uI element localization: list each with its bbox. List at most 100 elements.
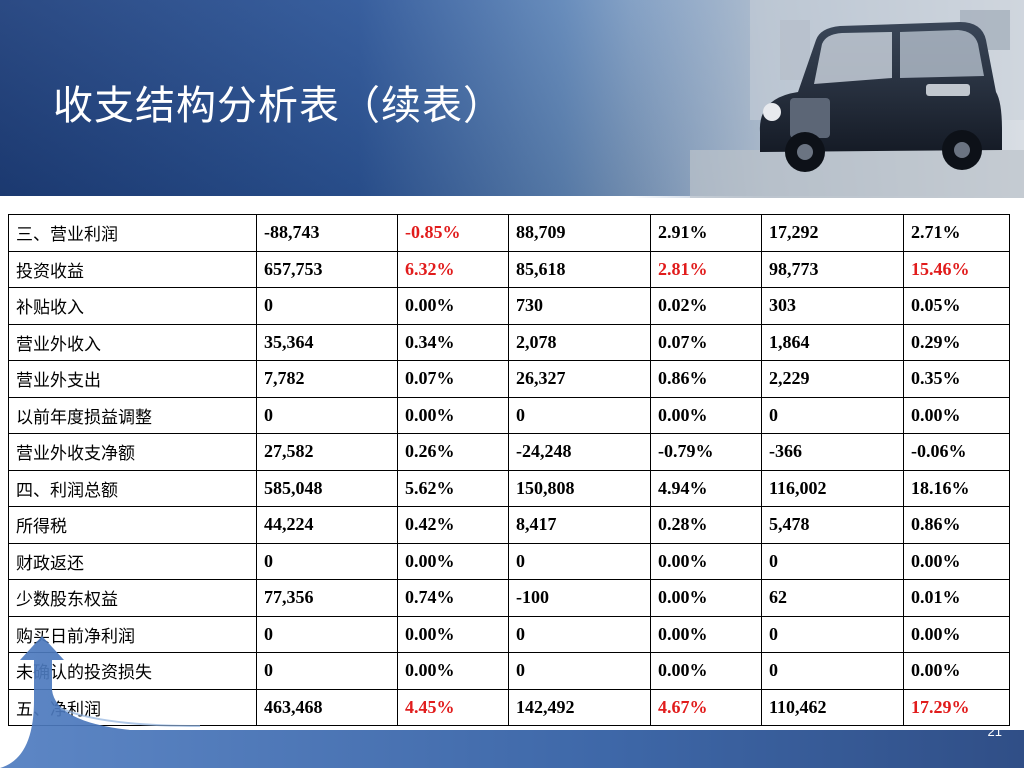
table-cell: 8,417 [508,506,651,544]
table-cell: 85,618 [508,250,651,288]
table-row: 三、营业利润 -88,743 -0.85% 88,709 2.91% 17,29… [8,214,1010,252]
table-cell: 0 [256,396,398,434]
row-label: 营业外收支净额 [8,433,257,471]
row-label: 三、营业利润 [8,214,257,252]
table-cell: 4.67% [650,688,762,726]
table-cell: 463,468 [256,688,398,726]
row-label: 所得税 [8,506,257,544]
table-cell: 303 [761,287,904,325]
table-cell: 0.00% [903,542,1010,580]
table-cell: 0 [508,652,651,690]
table-cell: 0 [761,542,904,580]
table-cell: 5.62% [397,469,509,507]
table-row: 营业外收入 35,364 0.34% 2,078 0.07% 1,864 0.2… [8,323,1010,361]
slide-title: 收支结构分析表（续表） [53,83,504,129]
table-cell: 142,492 [508,688,651,726]
table-cell: 0.00% [903,615,1010,653]
table-cell: 77,356 [256,579,398,617]
table-cell: -366 [761,433,904,471]
income-structure-table: 三、营业利润 -88,743 -0.85% 88,709 2.91% 17,29… [8,214,1010,726]
table-cell: 18.16% [903,469,1010,507]
table-cell: 0.00% [903,652,1010,690]
table-cell: 0.00% [650,579,762,617]
table-cell: 657,753 [256,250,398,288]
table-cell: 35,364 [256,323,398,361]
table-cell: 5,478 [761,506,904,544]
table-cell: 0 [761,396,904,434]
table-cell: 6.32% [397,250,509,288]
table-cell: 27,582 [256,433,398,471]
row-label: 少数股东权益 [8,579,257,617]
table-cell: 2.81% [650,250,762,288]
table-cell: 7,782 [256,360,398,398]
table-cell: 0.05% [903,287,1010,325]
table-row: 投资收益 657,753 6.32% 85,618 2.81% 98,773 1… [8,250,1010,288]
row-label: 四、利润总额 [8,469,257,507]
table-cell: 2.71% [903,214,1010,252]
table-row: 财政返还 0 0.00% 0 0.00% 0 0.00% [8,542,1010,580]
table-cell: 150,808 [508,469,651,507]
table-cell: 0.00% [650,652,762,690]
row-label: 五、净利润 [8,688,257,726]
table-cell: 0 [256,652,398,690]
table-row: 补贴收入 0 0.00% 730 0.02% 303 0.05% [8,287,1010,325]
table-cell: 0.00% [397,396,509,434]
table-row: 所得税 44,224 0.42% 8,417 0.28% 5,478 0.86% [8,506,1010,544]
table-cell: 0 [256,287,398,325]
banner-divider [0,196,1024,200]
table-cell: 2,229 [761,360,904,398]
table-cell: 62 [761,579,904,617]
table-cell: 0 [761,615,904,653]
table-row: 购买日前净利润 0 0.00% 0 0.00% 0 0.00% [8,615,1010,653]
table-cell: 0 [256,542,398,580]
table-cell: 116,002 [761,469,904,507]
table-cell: 0.86% [903,506,1010,544]
table-cell: 17,292 [761,214,904,252]
table-cell: 0.00% [397,615,509,653]
table-cell: 0.00% [397,287,509,325]
table-row: 营业外支出 7,782 0.07% 26,327 0.86% 2,229 0.3… [8,360,1010,398]
row-label: 未确认的投资损失 [8,652,257,690]
page-number: 21 [987,724,1002,739]
table-cell: 0.86% [650,360,762,398]
table-cell: 0.00% [650,542,762,580]
taxi-car-photo [630,0,1024,198]
table-cell: 0.00% [397,542,509,580]
table-cell: 0 [508,615,651,653]
table-cell: -0.06% [903,433,1010,471]
table-cell: -24,248 [508,433,651,471]
table-cell: 0.74% [397,579,509,617]
table-cell: 0.29% [903,323,1010,361]
table-row: 五、净利润 463,468 4.45% 142,492 4.67% 110,46… [8,688,1010,726]
table-cell: 98,773 [761,250,904,288]
row-label: 以前年度损益调整 [8,396,257,434]
table-row: 四、利润总额 585,048 5.62% 150,808 4.94% 116,0… [8,469,1010,507]
table-cell: -88,743 [256,214,398,252]
table-cell: 0.00% [397,652,509,690]
row-label: 营业外支出 [8,360,257,398]
table-cell: 15.46% [903,250,1010,288]
row-label: 投资收益 [8,250,257,288]
table-cell: 0.42% [397,506,509,544]
table-cell: 1,864 [761,323,904,361]
table-cell: 0 [508,542,651,580]
table-cell: 0.28% [650,506,762,544]
table-cell: 0.02% [650,287,762,325]
table-row: 以前年度损益调整 0 0.00% 0 0.00% 0 0.00% [8,396,1010,434]
table-cell: 0.34% [397,323,509,361]
table-cell: -0.79% [650,433,762,471]
table-cell: 0.00% [650,615,762,653]
row-label: 财政返还 [8,542,257,580]
table-row: 少数股东权益 77,356 0.74% -100 0.00% 62 0.01% [8,579,1010,617]
table-cell: 26,327 [508,360,651,398]
table-cell: 0 [256,615,398,653]
table-cell: 2,078 [508,323,651,361]
table-row: 未确认的投资损失 0 0.00% 0 0.00% 0 0.00% [8,652,1010,690]
row-label: 营业外收入 [8,323,257,361]
table-cell: 44,224 [256,506,398,544]
table-cell: 0 [761,652,904,690]
table-cell: 0 [508,396,651,434]
row-label: 补贴收入 [8,287,257,325]
table-cell: 4.94% [650,469,762,507]
table-cell: 730 [508,287,651,325]
